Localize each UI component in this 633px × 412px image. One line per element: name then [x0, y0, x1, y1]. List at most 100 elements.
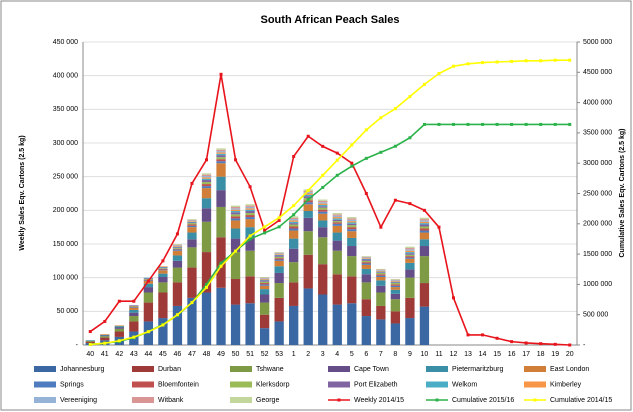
legend-marker [533, 398, 537, 402]
line-marker [321, 173, 325, 177]
bar-segment [230, 279, 241, 305]
bar-segment [245, 215, 255, 218]
bar-segment [187, 267, 197, 298]
legend-swatch [132, 381, 154, 388]
bar-segment [361, 282, 371, 300]
bar-segment [158, 273, 168, 277]
bar-segment [216, 153, 226, 156]
bar-segment [187, 222, 197, 224]
line-marker [364, 156, 368, 160]
bar-segment [405, 318, 415, 345]
bar-segment [187, 247, 197, 268]
bar-segment [318, 204, 328, 207]
y2-tick-label: 4500 000 [583, 69, 612, 76]
line-marker [175, 232, 179, 236]
bar-segment [274, 258, 284, 260]
legend-swatch [34, 381, 56, 388]
bar-segment [201, 292, 212, 345]
bar-segment [332, 218, 342, 220]
bar-segment [245, 303, 255, 345]
line-marker [408, 202, 412, 206]
x-tick-label: 50 [232, 351, 240, 358]
legend-swatch [34, 366, 56, 372]
bar-segment [318, 202, 328, 204]
bar-segment [419, 228, 430, 231]
bar-segment [390, 284, 401, 286]
x-tick-label: 19 [551, 351, 559, 358]
bar-segment [303, 193, 313, 195]
bar-segment [158, 282, 168, 293]
bar-segment [332, 274, 342, 305]
legend-label: Springs [60, 381, 84, 388]
bar-segment [274, 252, 284, 253]
legend-swatch [230, 366, 252, 372]
line-marker [146, 330, 150, 334]
line-marker [568, 58, 572, 62]
line-marker [481, 61, 485, 65]
bar-segment [274, 321, 284, 345]
bar-segment [100, 335, 110, 337]
bar-segment [129, 307, 139, 308]
bar-segment [347, 225, 357, 228]
bar-segment [361, 316, 371, 345]
y-tick-label: 100 000 [53, 275, 78, 282]
bar-segment [230, 218, 241, 221]
bar-segment [216, 161, 226, 164]
bar-segment [289, 217, 299, 220]
legend-swatch [230, 397, 252, 403]
bar-segment [289, 226, 299, 229]
chart-title: South African Peach Sales [261, 14, 400, 26]
line-marker [466, 62, 470, 66]
bar-segment [332, 219, 342, 222]
y-tick-label: 400 000 [53, 73, 78, 80]
bar-segment [419, 226, 430, 229]
bar-segment [347, 276, 357, 304]
line-marker [422, 208, 426, 212]
bar-segment [201, 221, 212, 253]
x-tick-label: 41 [101, 351, 109, 358]
bar-segment [405, 253, 415, 255]
bar-segment [303, 217, 313, 232]
line-marker [393, 198, 397, 202]
bar-segment [376, 274, 386, 276]
bar-segment [245, 217, 255, 220]
line-marker [117, 299, 121, 303]
line-marker [364, 128, 368, 132]
bar-segment [318, 200, 328, 203]
bar-segment [347, 223, 357, 226]
bar-segment [361, 268, 371, 275]
bar-segment [259, 276, 270, 278]
bar-segment [390, 279, 401, 281]
bar-segment [172, 244, 183, 246]
x-tick-label: 49 [217, 351, 225, 358]
bar-segment [230, 252, 241, 280]
bar-segment [361, 258, 371, 259]
bar-segment [361, 262, 371, 264]
bar-segment [361, 258, 371, 260]
y2-tick-label: 500 000 [583, 312, 608, 319]
line-marker [248, 234, 252, 238]
bar-segment [230, 238, 241, 253]
bar-segment [318, 199, 328, 201]
bar-segment [158, 268, 168, 270]
bar-segment [318, 211, 328, 214]
bar-segment [376, 270, 386, 272]
bar-segment [419, 219, 430, 221]
bar-segment [419, 220, 430, 222]
bar-segment [419, 283, 430, 307]
bar-segment [187, 219, 197, 221]
bar-segment [201, 208, 212, 222]
bar-segment [376, 280, 386, 286]
line-marker [175, 313, 179, 317]
x-tick-label: 5 [350, 351, 354, 358]
legend-label: George [256, 397, 279, 404]
legend-marker [435, 398, 439, 402]
bar-segment [376, 272, 386, 275]
bar-segment [143, 283, 154, 288]
legend-label: Port Elizabeth [354, 381, 398, 388]
bar-segment [318, 227, 328, 238]
bar-segment [172, 267, 183, 283]
line-marker [88, 342, 92, 346]
bar-segment [216, 190, 226, 207]
y2-tick-label: 3000 000 [583, 160, 612, 167]
